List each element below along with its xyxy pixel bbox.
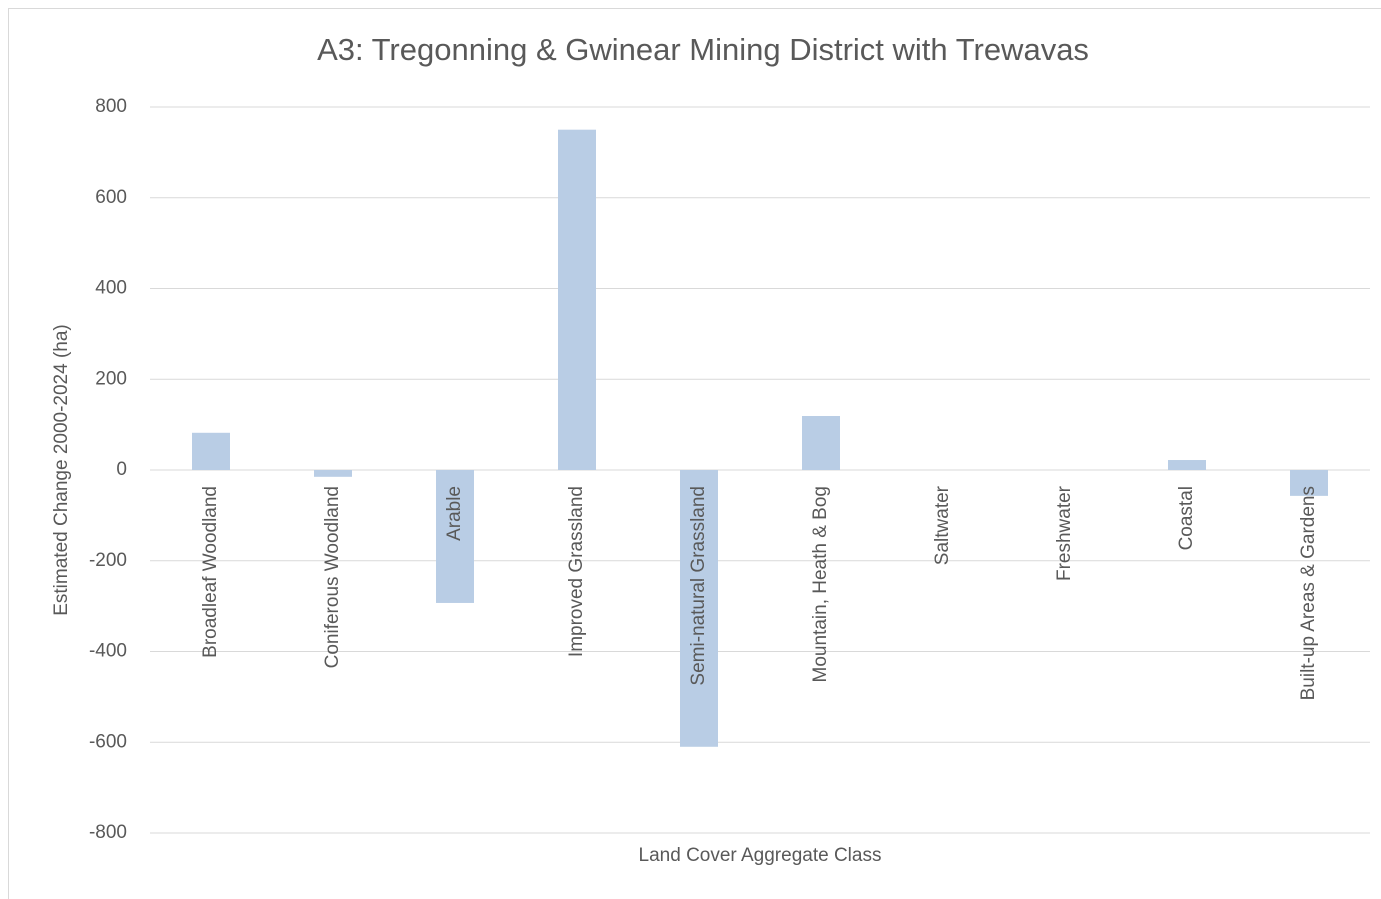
chart-frame	[8, 8, 1381, 899]
x-tick-label: Built-up Areas & Gardens	[1298, 486, 1319, 700]
y-axis-title: Estimated Change 2000-2024 (ha)	[51, 324, 72, 616]
chart-title: A3: Tregonning & Gwinear Mining District…	[317, 32, 1089, 67]
x-axis-title: Land Cover Aggregate Class	[639, 845, 882, 866]
y-tick-label: 200	[95, 368, 127, 389]
y-tick-label: -400	[89, 641, 127, 662]
bar	[314, 470, 352, 477]
bar	[558, 129, 596, 470]
y-tick-label: 600	[95, 187, 127, 208]
y-tick-label: 400	[95, 278, 127, 299]
y-tick-label: -800	[89, 822, 127, 843]
x-tick-label: Broadleaf Woodland	[200, 486, 221, 658]
bar	[1290, 470, 1328, 496]
bar	[436, 470, 474, 603]
x-tick-label: Semi-natural Grassland	[688, 486, 709, 686]
bar	[680, 470, 718, 747]
x-tick-label: Saltwater	[932, 485, 953, 565]
x-tick-label: Mountain, Heath & Bog	[810, 486, 831, 682]
y-tick-label: -200	[89, 550, 127, 571]
x-tick-label: Freshwater	[1054, 485, 1075, 581]
y-tick-label: 800	[95, 96, 127, 117]
bar	[192, 432, 230, 470]
x-tick-label: Arable	[444, 486, 465, 541]
bar	[1168, 460, 1206, 470]
x-tick-label: Improved Grassland	[566, 486, 587, 657]
y-tick-label: -600	[89, 731, 127, 752]
x-tick-label: Coastal	[1176, 486, 1197, 550]
bar	[802, 416, 840, 470]
y-tick-label: 0	[116, 459, 127, 480]
x-tick-label: Coniferous Woodland	[322, 486, 343, 668]
